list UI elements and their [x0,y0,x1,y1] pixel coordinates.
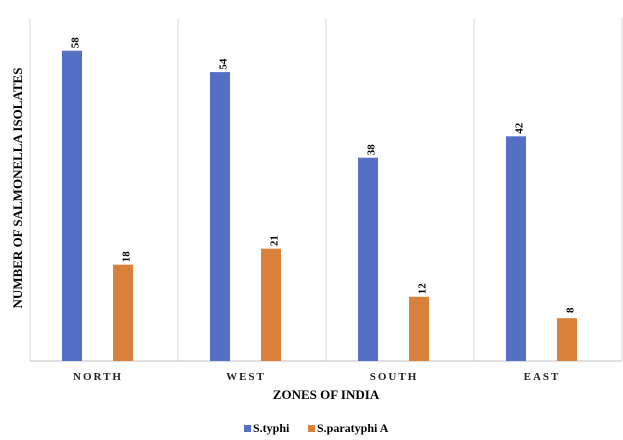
category-separators [29,18,623,361]
x-axis-title: ZONES OF INDIA [273,387,380,402]
x-tick-label: SOUTH [370,371,419,383]
bar-s-paratyphi-a-north [113,264,133,361]
data-label: 18 [121,251,133,263]
bar-s-paratyphi-a-west [261,248,281,361]
legend-label-s-typhi: S.typhi [253,421,290,435]
bar-s-paratyphi-a-east [557,318,577,361]
data-label: 21 [269,235,281,246]
data-label: 54 [218,58,230,70]
bar-s-typhi-west [210,72,230,361]
legend-label-s-paratyphi-a: S.paratyphi A [317,421,389,435]
x-tick-label: EAST [524,371,561,383]
x-tick-label: WEST [226,371,266,383]
bar-s-paratyphi-a-south [409,296,429,361]
x-tick-labels: NORTH WEST SOUTH EAST [73,371,561,383]
data-labels-group: 58 18 54 21 38 12 42 8 [70,37,577,313]
legend-swatch-s-paratyphi-a [308,425,315,432]
legend-swatch-s-typhi [244,425,251,432]
bar-s-typhi-east [506,136,526,361]
data-label: 58 [70,37,82,49]
data-label: 42 [514,122,526,134]
x-tick-label: NORTH [73,371,123,383]
data-label: 38 [366,144,378,156]
bar-s-typhi-south [358,157,378,361]
data-label: 12 [417,283,429,295]
legend: S.typhi S.paratyphi A [244,421,389,435]
y-axis-title: NUMBER OF SALMONELLA ISOLATES [10,68,25,309]
bars-group [62,50,577,361]
data-label: 8 [565,307,577,313]
bar-s-typhi-north [62,50,82,361]
